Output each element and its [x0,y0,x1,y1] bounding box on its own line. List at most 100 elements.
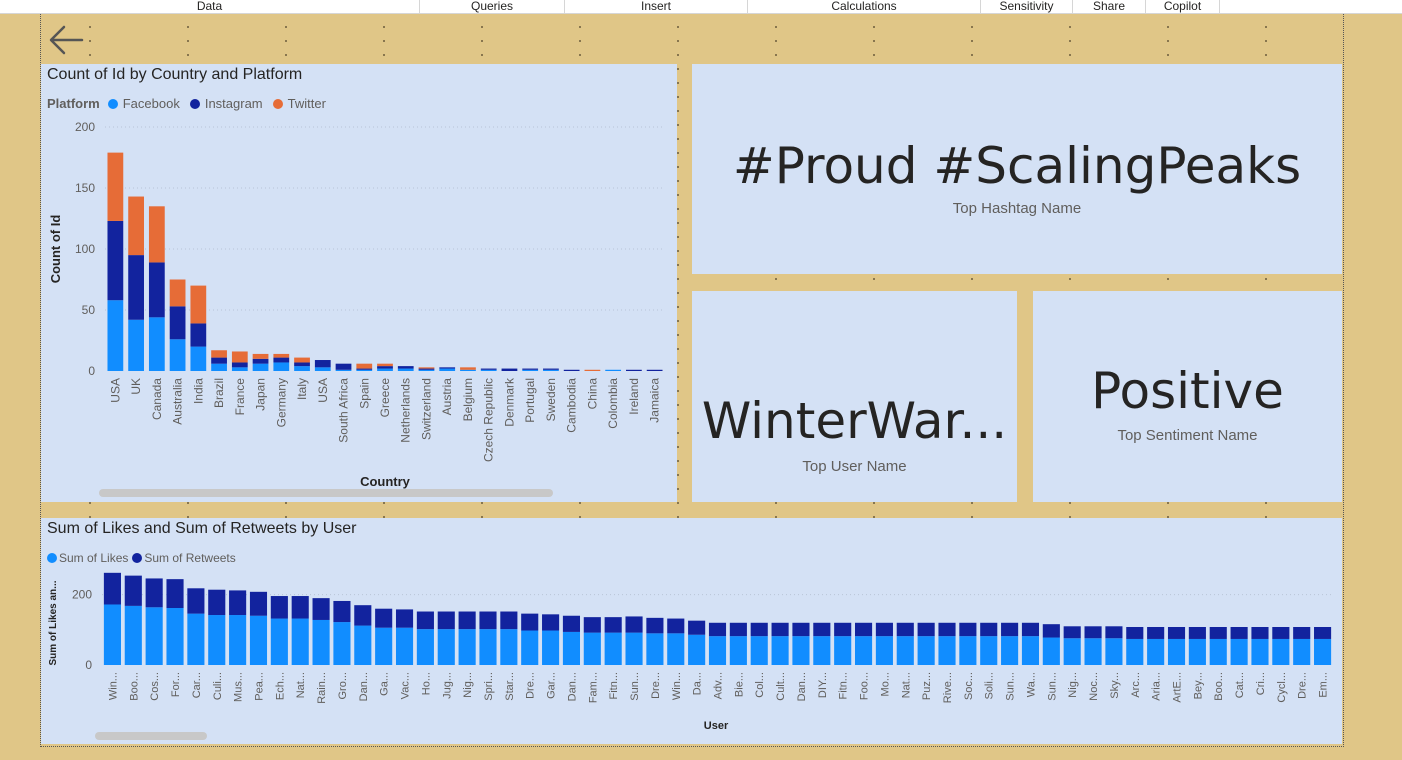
bar-sum-of-retweets [437,611,455,630]
bar-sum-of-likes [688,634,706,665]
bar-sum-of-likes [896,636,914,665]
x-tick-label: Bie... [733,672,745,697]
x-tick-label: Vac... [400,672,412,699]
bar-sum-of-likes [813,636,831,665]
bar-instagram [418,368,435,370]
bar-sum-of-retweets [1147,627,1165,639]
bar-sum-of-likes [1147,638,1165,665]
bar-sum-of-likes [208,615,226,665]
x-tick-label: Belgium [461,378,475,421]
bar-sum-of-retweets [291,596,309,619]
x-tick-label: Soc... [963,672,975,700]
bar-sum-of-retweets [375,608,393,628]
bar-facebook [439,368,456,371]
user-bar-plot[interactable]: 0 200 Win... Boo... Cos... For... Car... Culi..… [41,518,1342,744]
x-tick-label: Foo... [859,672,871,700]
x-tick-label: Bey... [1192,672,1204,699]
bar-twitter [356,363,373,369]
bar-instagram [314,360,331,368]
bar-sum-of-retweets [1042,624,1060,638]
bar-sum-of-likes [771,636,789,665]
facebook-dot-icon [107,98,118,109]
hashtag-card[interactable]: #Proud #ScalingPeaks Top Hashtag Name [692,64,1342,274]
bar-twitter [418,367,435,369]
bar-sum-of-retweets [1167,627,1186,639]
bar-sum-of-likes [646,633,664,665]
bar-facebook [211,363,227,371]
bar-sum-of-retweets [1021,622,1040,637]
x-tick-label: Col... [754,672,766,698]
x-tick-label: Jug... [441,672,453,699]
legend-item-likes[interactable]: Sum of Likes [47,551,128,565]
x-tick-label: Gro... [337,672,349,700]
bar-sum-of-retweets [1251,627,1269,639]
ribbon-group-0[interactable]: Data [0,0,420,13]
bar-sum-of-retweets [604,617,622,633]
ribbon-group-4[interactable]: Sensitivity [981,0,1073,13]
bar-sum-of-likes [1001,636,1019,665]
user-card[interactable]: WinterWar... Top User Name [692,291,1017,502]
legend-item-retweets[interactable]: Sum of Retweets [132,551,236,565]
x-tick-label: Cat... [1234,672,1246,698]
x-tick-label: UK [129,378,143,395]
bar-sum-of-likes [729,636,747,665]
bar-facebook [231,367,248,371]
bar-sum-of-retweets [458,611,476,630]
bar-sum-of-retweets [688,620,706,635]
bar-sum-of-likes [437,629,455,665]
bar-twitter [460,367,476,370]
bar-sum-of-likes [1084,638,1102,665]
bar-sum-of-likes [625,632,643,665]
x-tick-label: Arc... [1130,672,1142,698]
bar-instagram [148,262,165,318]
ribbon-group-3[interactable]: Calculations [748,0,981,13]
legend-item-facebook[interactable]: Facebook [107,96,180,111]
bar-facebook [605,369,622,371]
legend-item-instagram[interactable]: Instagram [189,96,263,111]
bar-instagram [501,368,518,371]
x-tick-label: South Africa [337,378,351,443]
country-platform-chart[interactable]: Count of Id by Country and Platform Plat… [41,64,677,502]
bar-sum-of-likes [604,632,622,665]
x-tick-label: Sweden [544,378,558,421]
bar-sum-of-likes [375,627,393,665]
bar-instagram [107,220,124,301]
horizontal-scrollbar[interactable] [95,732,207,740]
bar-instagram [626,369,642,371]
ribbon-group-2[interactable]: Insert [565,0,748,13]
bar-instagram [356,368,373,370]
x-tick-label: Cambodia [565,378,579,433]
bar-sum-of-likes [416,629,434,665]
sentiment-card[interactable]: Positive Top Sentiment Name [1033,291,1342,502]
back-arrow-icon[interactable] [46,20,86,60]
x-tick-label: Czech Republic [482,378,496,462]
bar-sum-of-retweets [938,622,956,637]
x-tick-label: Dre... [525,672,537,699]
x-tick-label: Star... [504,672,516,701]
legend-item-twitter[interactable]: Twitter [272,96,326,111]
bar-sum-of-retweets [187,588,205,614]
x-tick-label: DIY... [817,672,829,698]
y-tick-label: 200 [72,588,92,602]
bar-instagram [439,367,456,369]
likes-retweets-chart[interactable]: Sum of Likes and Sum of Retweets by User… [41,518,1342,744]
ribbon-group-5[interactable]: Share [1073,0,1146,13]
bar-facebook [460,369,476,371]
chart-legend: Sum of Likes Sum of Retweets [47,551,246,565]
bar-sum-of-likes [312,619,330,665]
x-tick-label: Win... [107,672,119,700]
bar-sum-of-likes [1293,638,1311,665]
ribbon-group-1[interactable]: Queries [420,0,565,13]
y-tick-label: 50 [82,303,96,317]
ribbon-group-6[interactable]: Copilot [1146,0,1220,13]
bar-sum-of-retweets [354,605,372,626]
bar-instagram [169,306,186,340]
x-tick-label: Colombia [606,378,620,429]
bar-sum-of-retweets [249,591,268,616]
x-tick-label: Sun... [1046,672,1058,701]
country-bar-plot[interactable]: 0 50 100 150 200 USA UK Canada Australia India Bra… [41,64,677,502]
bar-sum-of-likes [145,607,163,665]
bar-instagram [377,366,393,369]
bar-twitter [294,357,310,363]
horizontal-scrollbar[interactable] [99,489,553,497]
